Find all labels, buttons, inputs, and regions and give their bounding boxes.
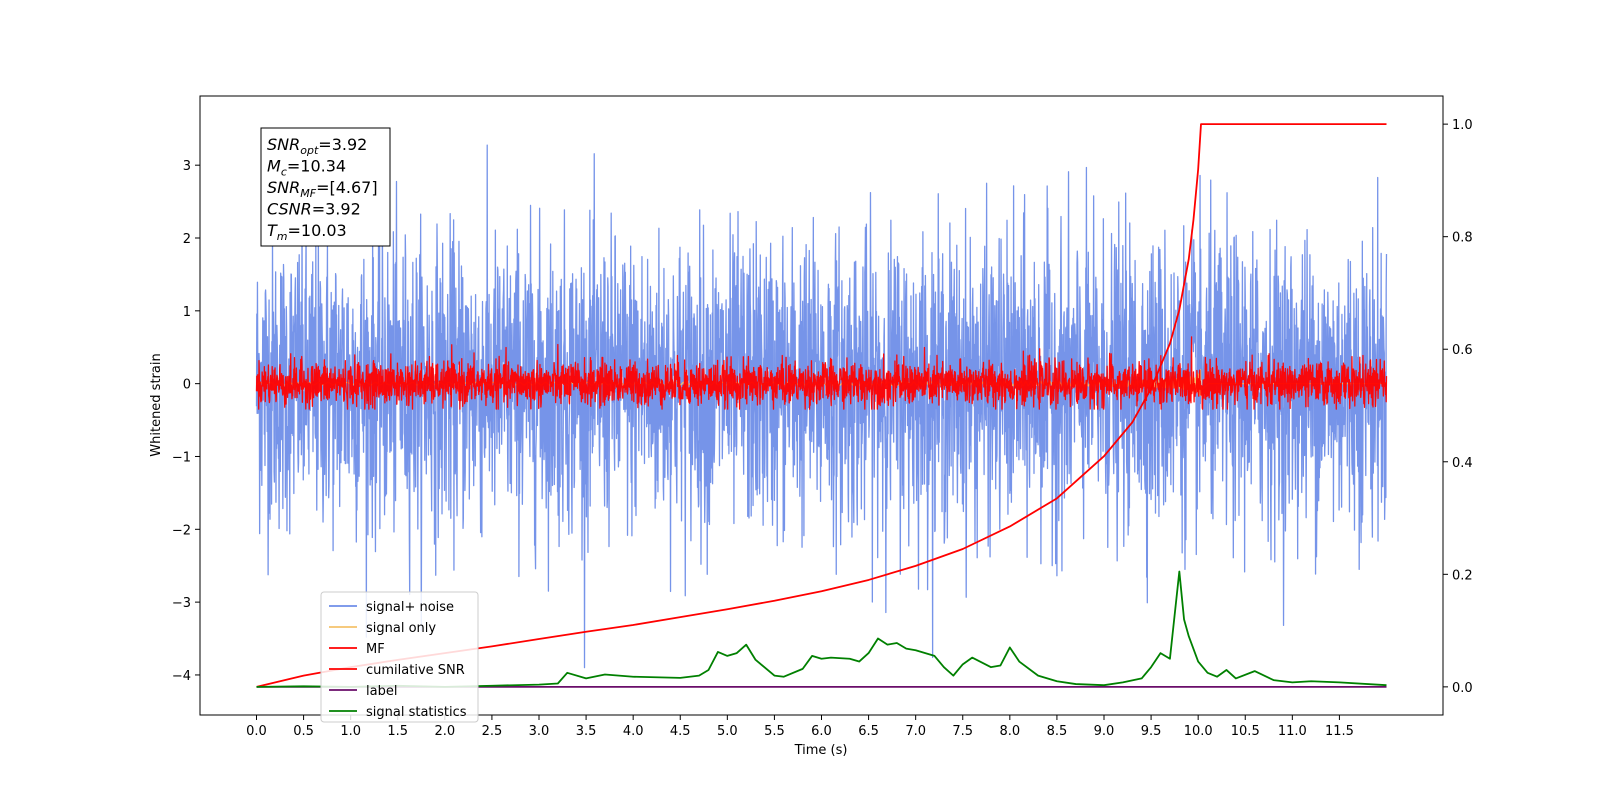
stats-line: CSNR=3.92 [267,200,361,219]
x-tick-label: 5.0 [717,724,738,739]
x-tick-label: 9.5 [1141,724,1162,739]
x-tick-label: 7.5 [952,724,973,739]
x-tick-label: 6.0 [811,724,832,739]
y2-tick-label: 0.4 [1452,456,1473,471]
x-tick-label: 3.5 [576,724,597,739]
legend-item: label [329,684,397,699]
y-axis-label: Whitened strain [149,353,164,456]
x-tick-label: 11.5 [1325,724,1354,739]
series-signal-noise [255,144,1388,669]
legend-item: MF [329,642,385,657]
x-tick-label: 8.0 [999,724,1020,739]
series-mf [255,336,1388,410]
legend-label: signal+ noise [366,600,454,615]
legend-label: cumilative SNR [366,663,465,678]
y-tick-label: −3 [172,596,191,611]
legend-item: signal statistics [329,705,467,720]
legend-item: signal+ noise [329,600,454,615]
x-tick-label: 8.5 [1047,724,1068,739]
x-tick-label: 1.0 [340,724,361,739]
y-axis-right: 0.0 0.2 0.4 0.6 0.8 1.0 [1443,118,1473,696]
y-tick-label: −2 [172,523,191,538]
legend-label: signal only [366,621,436,636]
legend-label: MF [366,642,385,657]
y-tick-label: 2 [183,232,191,247]
x-tick-label: 10.5 [1231,724,1260,739]
x-tick-label: 2.5 [482,724,503,739]
y2-tick-label: 1.0 [1452,118,1473,133]
x-tick-label: 3.0 [529,724,550,739]
x-tick-label: 10.0 [1184,724,1213,739]
stats-line: SNRMF=[4.67] [267,178,378,200]
legend-item: cumilative SNR [329,663,465,678]
y2-tick-label: 0.0 [1452,681,1473,696]
x-tick-label: 7.0 [905,724,926,739]
y2-tick-label: 0.8 [1452,231,1473,246]
stats-line: Mc=10.34 [267,157,346,179]
legend-frame [320,591,479,723]
x-axis-label: Time (s) [794,743,848,758]
legend-label: signal statistics [366,705,467,720]
y-tick-label: 3 [183,159,191,174]
legend-label: label [366,684,397,699]
y-tick-label: 0 [183,378,191,393]
x-tick-label: 0.5 [293,724,314,739]
y2-tick-label: 0.2 [1452,568,1473,583]
x-tick-label: 11.0 [1278,724,1307,739]
series-signal-statistics [256,570,1387,688]
legend-item: signal only [329,621,436,636]
x-tick-label: 2.0 [434,724,455,739]
x-tick-label: 4.5 [670,724,691,739]
legend: signal+ noise signal only MF cumilative SNR… [320,591,479,723]
x-tick-label: 5.5 [764,724,785,739]
y-tick-label: 1 [183,305,191,320]
x-tick-label: 0.0 [246,724,267,739]
series-cumilative-snr [256,123,1387,688]
x-axis: 0.0 0.5 1.0 1.5 2.0 2.5 3.0 3.5 4.0 4.5 5.0 5.5 6.0 6… [246,715,1354,739]
x-tick-label: 9.0 [1094,724,1115,739]
x-tick-label: 4.0 [623,724,644,739]
stats-annotation-box: SNRopt=3.92Mc=10.34SNRMF=[4.67]CSNR=3.92… [260,127,391,247]
stats-box-frame [260,127,391,247]
y-tick-label: −4 [172,669,191,684]
stats-line: SNRopt=3.92 [267,135,367,157]
x-tick-label: 1.5 [387,724,408,739]
y-tick-label: −1 [172,450,191,465]
y-axis-left: −4 −3 −2 −1 0 1 2 3 [172,159,200,684]
x-tick-label: 6.5 [858,724,879,739]
stats-line: Tm=10.03 [267,221,347,243]
y2-tick-label: 0.6 [1452,343,1473,358]
